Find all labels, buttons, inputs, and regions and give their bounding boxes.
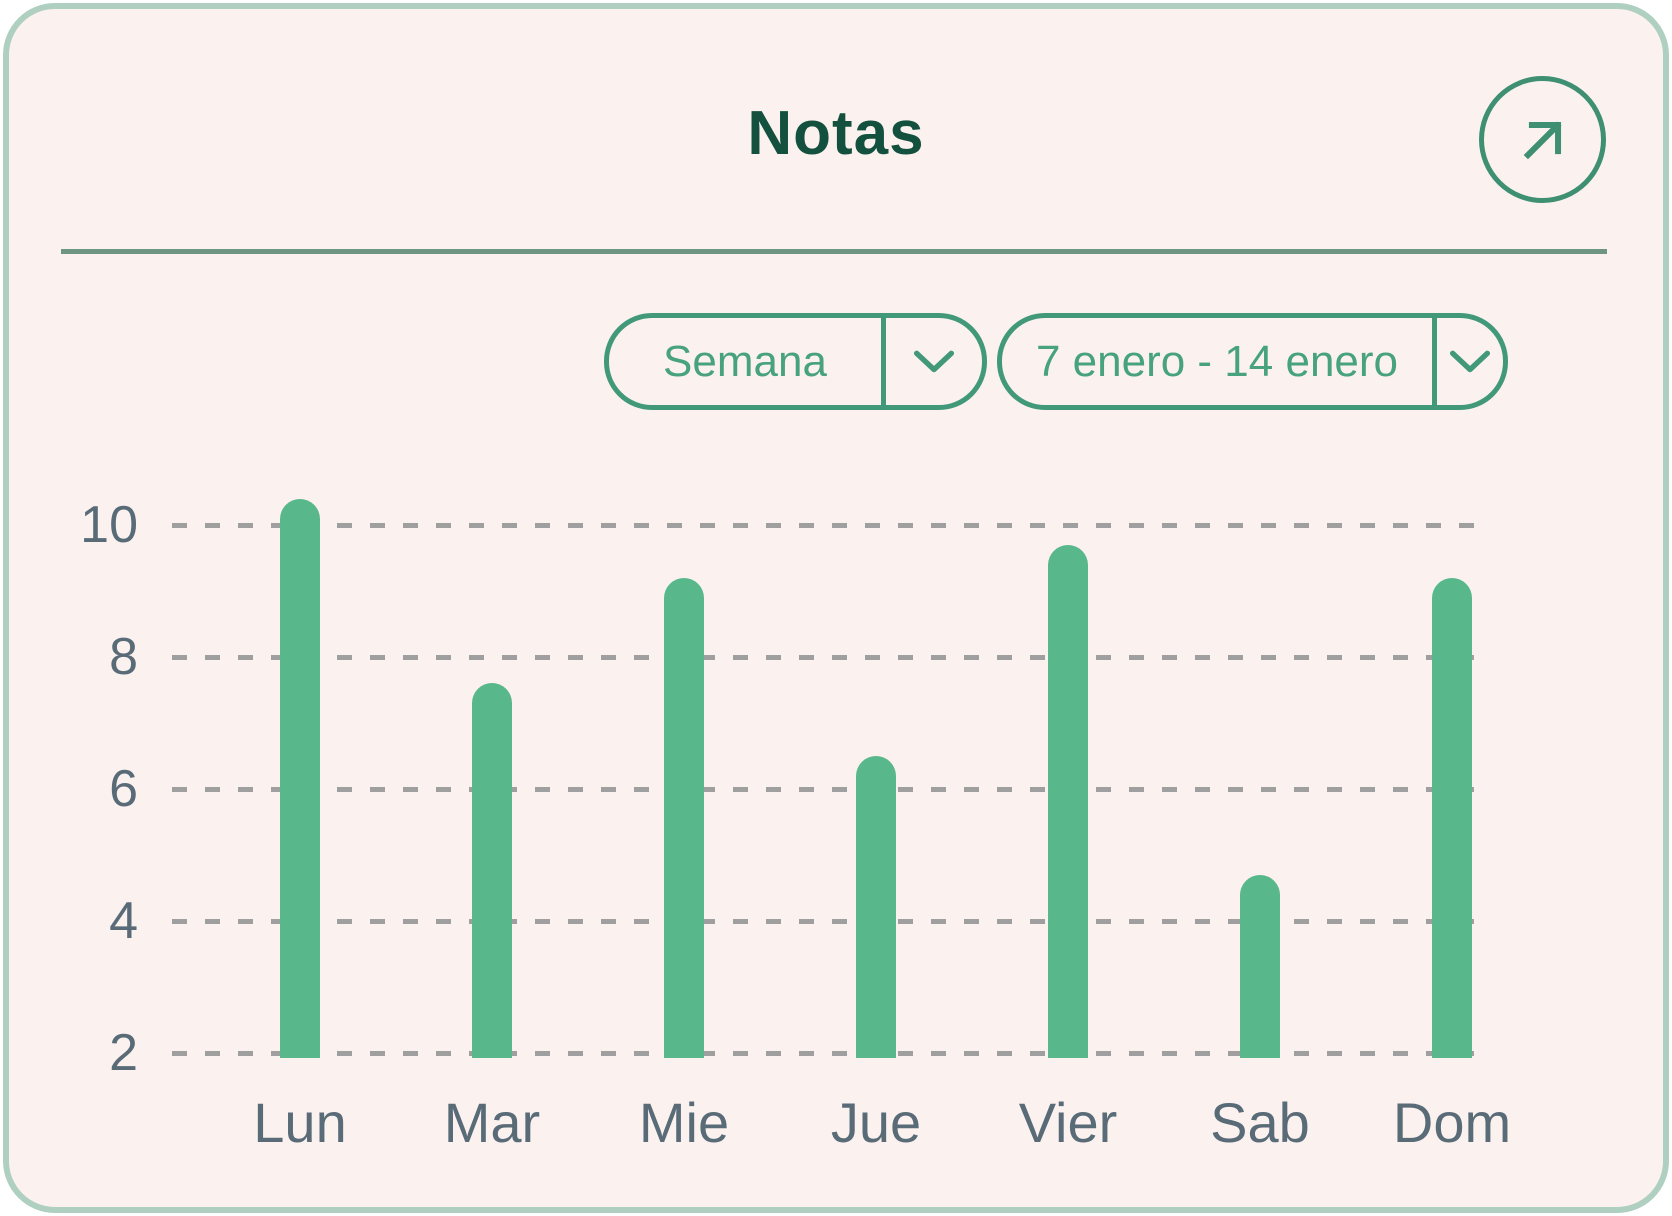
gridline: [172, 787, 1485, 792]
y-axis-tick-label: 2: [109, 1024, 138, 1082]
bar-vier: [1048, 544, 1088, 1058]
bar-mar: [472, 683, 512, 1058]
card-title: Notas: [747, 99, 925, 168]
bar-jue: [856, 756, 896, 1058]
dropdown-chevron-cell: [886, 318, 982, 405]
y-axis-tick-label: 6: [109, 760, 138, 818]
gridline: [172, 1051, 1485, 1056]
expand-button[interactable]: [1479, 76, 1606, 203]
x-axis-label: Mie: [638, 1091, 730, 1154]
dropdown-divider: [881, 318, 886, 405]
date-range-dropdown-value: 7 enero - 14 enero: [1035, 336, 1399, 386]
dropdown-chevron-cell: [1437, 318, 1503, 405]
y-axis-tick-label: 4: [109, 892, 138, 950]
chevron-down-icon: [913, 350, 955, 372]
bar-lun: [280, 498, 320, 1058]
gridline: [172, 523, 1485, 528]
gridline: [172, 919, 1485, 924]
arrow-up-right-icon: [1523, 120, 1562, 159]
x-axis-label: Lun: [253, 1091, 347, 1154]
bar-mie: [664, 577, 704, 1058]
chevron-down-icon: [1449, 350, 1491, 372]
x-axis-label: Jue: [830, 1091, 922, 1154]
dropdown-divider: [1432, 318, 1437, 405]
period-dropdown-value: Semana: [663, 336, 827, 386]
y-axis-tick-label: 10: [80, 496, 138, 554]
x-axis-label: Sab: [1210, 1091, 1310, 1154]
x-axis-label: Dom: [1392, 1091, 1512, 1154]
x-axis-label: Mar: [443, 1091, 541, 1154]
x-axis-label: Vier: [1018, 1091, 1118, 1154]
gridline: [172, 655, 1485, 660]
date-range-dropdown[interactable]: 7 enero - 14 enero: [997, 313, 1508, 410]
period-dropdown[interactable]: Semana: [604, 313, 987, 410]
y-axis-tick-label: 8: [109, 628, 138, 686]
bar-dom: [1432, 577, 1472, 1058]
bar-sab: [1240, 874, 1280, 1058]
header-divider: [61, 249, 1607, 254]
